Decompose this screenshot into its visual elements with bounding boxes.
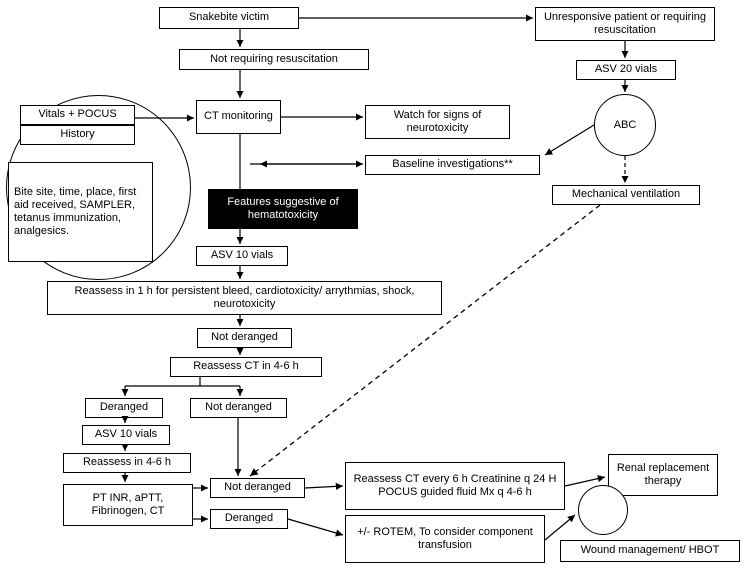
label: Watch for signs of neurotoxicity: [371, 109, 504, 135]
node-bite-detail: Bite site, time, place, first aid receiv…: [8, 162, 153, 262]
label: Baseline investigations**: [392, 158, 512, 171]
label: Not deranged: [211, 331, 278, 344]
label: ASV 10 vials: [95, 428, 157, 441]
node-reassess-ct46: Reassess CT in 4-6 h: [170, 357, 322, 377]
node-mech-vent: Mechanical ventilation: [552, 185, 700, 205]
node-rotem: +/- ROTEM, To consider component transfu…: [345, 515, 545, 563]
label: ABC: [614, 119, 637, 131]
label: CT monitoring: [204, 110, 273, 123]
node-reassess46: Reassess in 4-6 h: [63, 453, 191, 473]
label: Reassess in 1 h for persistent bleed, ca…: [53, 285, 436, 311]
node-history: History: [20, 125, 135, 145]
label: PT INR, aPTT, Fibrinogen, CT: [69, 492, 187, 518]
label: Not requiring resuscitation: [210, 53, 338, 66]
label: Not deranged: [224, 481, 291, 494]
label: Vitals + POCUS: [38, 108, 116, 121]
label: Deranged: [225, 512, 273, 525]
label: History: [60, 128, 94, 141]
node-abc: ABC: [594, 94, 656, 156]
label: Renal replacement therapy: [614, 462, 712, 488]
node-wound: Wound management/ HBOT: [560, 540, 740, 562]
node-ptinr: PT INR, aPTT, Fibrinogen, CT: [63, 484, 193, 526]
node-renal: Renal replacement therapy: [608, 454, 718, 496]
node-baseline: Baseline investigations**: [365, 155, 540, 175]
label: Reassess CT in 4-6 h: [193, 360, 299, 373]
label: ASV 20 vials: [595, 63, 657, 76]
label: Not deranged: [205, 401, 272, 414]
node-asv10-2: ASV 10 vials: [82, 425, 170, 445]
node-not-deranged2: Not deranged: [190, 398, 287, 418]
node-not-resusc: Not requiring resuscitation: [179, 49, 369, 70]
node-deranged1: Deranged: [85, 398, 163, 418]
node-ct-mon: CT monitoring: [196, 100, 281, 134]
label: Snakebite victim: [189, 11, 269, 24]
label: Deranged: [100, 401, 148, 414]
label: Unresponsive patient or requiring resusc…: [541, 11, 709, 37]
node-not-deranged3: Not deranged: [210, 478, 305, 498]
label: Reassess CT every 6 h Creatinine q 24 H …: [351, 473, 559, 499]
label: Bite site, time, place, first aid receiv…: [14, 186, 147, 239]
node-deranged2: Deranged: [210, 509, 288, 529]
node-watch-neuro: Watch for signs of neurotoxicity: [365, 105, 510, 139]
node-asv20: ASV 20 vials: [576, 60, 676, 80]
node-unresponsive: Unresponsive patient or requiring resusc…: [535, 7, 715, 41]
node-not-deranged1: Not deranged: [197, 328, 292, 348]
label: Mechanical ventilation: [572, 188, 680, 201]
label: +/- ROTEM, To consider component transfu…: [351, 526, 539, 552]
circle-small-renal: [578, 485, 628, 535]
label: Features suggestive of hematotoxicity: [218, 196, 348, 222]
node-vitals: Vitals + POCUS: [20, 105, 135, 125]
node-reassess-every6: Reassess CT every 6 h Creatinine q 24 H …: [345, 462, 565, 510]
node-snakebite: Snakebite victim: [159, 7, 299, 29]
label: ASV 10 vials: [211, 249, 273, 262]
label: Reassess in 4-6 h: [83, 456, 171, 469]
node-asv10-1: ASV 10 vials: [196, 246, 288, 266]
node-reassess1h: Reassess in 1 h for persistent bleed, ca…: [47, 281, 442, 315]
label: Wound management/ HBOT: [581, 544, 720, 557]
node-hemato: Features suggestive of hematotoxicity: [208, 189, 358, 229]
